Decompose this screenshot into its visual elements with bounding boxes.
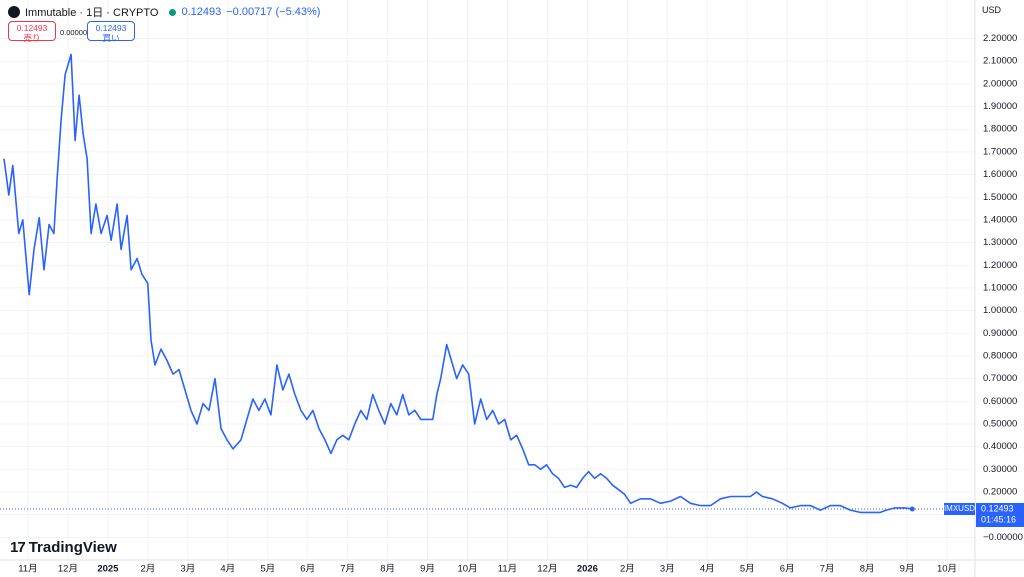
x-tick-label: 5月 xyxy=(260,564,275,575)
y-tick-label: 1.60000 xyxy=(983,169,1017,180)
y-tick-label: 0.70000 xyxy=(983,373,1017,384)
y-tick-label: 0.90000 xyxy=(983,328,1017,339)
y-tick-label: 0.60000 xyxy=(983,396,1017,407)
y-tick-label: 0.20000 xyxy=(983,486,1017,497)
y-tick-label: 0.80000 xyxy=(983,350,1017,361)
live-indicator xyxy=(169,8,177,16)
buy-label: 買い xyxy=(102,33,120,43)
price-tag xyxy=(976,503,1024,528)
countdown-label: 01:45:16 xyxy=(981,514,1016,524)
y-tick-label: 1.90000 xyxy=(983,101,1017,112)
symbol-tag xyxy=(944,503,975,516)
x-tick-label: 11月 xyxy=(498,564,517,575)
x-tick-label: 2026 xyxy=(577,564,598,575)
y-tick-label: −0.00000 xyxy=(983,532,1023,543)
y-tick-label: 1.10000 xyxy=(983,282,1017,293)
y-tick-label: 0.40000 xyxy=(983,441,1017,452)
x-tick-label: 4月 xyxy=(700,564,715,575)
brand-logo: 17 xyxy=(10,539,26,556)
brand: 17 TradingView xyxy=(10,539,117,556)
y-tick-label: 1.20000 xyxy=(983,260,1017,271)
x-tick-label: 2月 xyxy=(620,564,635,575)
price-line xyxy=(3,53,913,514)
x-tick-label: 2月 xyxy=(140,564,155,575)
y-tick-label: 2.00000 xyxy=(983,78,1017,89)
sell-label: 売り xyxy=(23,33,41,43)
header: Immutable · 1日 · CRYPTO 0.12493 −0.00717… xyxy=(8,4,320,20)
y-tick-label: 0.50000 xyxy=(983,418,1017,429)
chart-title: Immutable · 1日 · CRYPTO xyxy=(25,7,159,19)
x-tick-label: 9月 xyxy=(420,564,435,575)
y-tick-label: 1.00000 xyxy=(983,305,1017,316)
y-tick-label: 1.30000 xyxy=(983,237,1017,248)
x-tick-label: 2025 xyxy=(97,564,119,575)
y-tick-label: 1.40000 xyxy=(983,214,1017,225)
price-tag-label: 0.12493 xyxy=(981,503,1014,513)
sell-price: 0.12493 xyxy=(16,23,48,33)
price-change: −0.00717 (−5.43%) xyxy=(226,6,321,18)
x-tick-label: 3月 xyxy=(180,564,195,575)
last-price: 0.12493 xyxy=(181,6,222,18)
x-tick-label: 12月 xyxy=(58,564,78,575)
y-tick-label: 1.50000 xyxy=(983,192,1017,203)
y-tick-label: 2.10000 xyxy=(983,56,1017,67)
sell-button[interactable]: 0.12493 売り xyxy=(8,21,56,43)
x-tick-label: 12月 xyxy=(537,564,557,575)
y-tick-label: 0.30000 xyxy=(983,464,1017,475)
x-tick-label: 6月 xyxy=(780,564,795,575)
buy-price: 0.12493 xyxy=(95,23,127,33)
currency[interactable]: USD xyxy=(982,5,1002,15)
x-tick-label: 6月 xyxy=(300,564,315,575)
x-tick-label: 8月 xyxy=(380,564,395,575)
x-tick-label: 10月 xyxy=(457,564,477,575)
y-tick-label: 2.20000 xyxy=(983,33,1017,44)
symbol-tag-label: IMXUSD xyxy=(944,504,975,513)
brand-name: TradingView xyxy=(28,539,117,556)
x-tick-label: 7月 xyxy=(340,564,355,575)
y-tick-label: 1.70000 xyxy=(983,146,1017,157)
spread: 0.00000 xyxy=(60,28,88,37)
y-tick-label: 1.80000 xyxy=(983,124,1017,135)
x-tick-label: 4月 xyxy=(220,564,235,575)
x-tick-label: 8月 xyxy=(860,564,875,575)
x-tick-label: 11月 xyxy=(18,564,37,575)
last-point xyxy=(909,506,915,512)
buy-button[interactable]: 0.12493 買い xyxy=(87,21,135,43)
x-tick-label: 9月 xyxy=(900,564,915,575)
x-tick-label: 10月 xyxy=(937,564,957,575)
x-tick-label: 5月 xyxy=(740,564,755,575)
x-tick-label: 7月 xyxy=(820,564,835,575)
x-tick-label: 3月 xyxy=(660,564,675,575)
coin-icon xyxy=(8,6,20,18)
